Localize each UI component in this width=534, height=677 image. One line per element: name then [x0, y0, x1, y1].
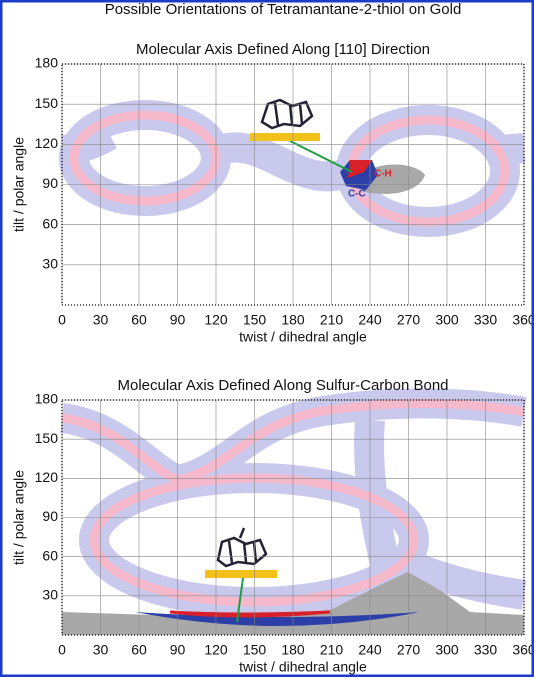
y-tick-label: 30	[42, 587, 58, 603]
y-tick-label: 60	[42, 547, 58, 563]
figure: Possible Orientations of Tetramantane-2-…	[0, 0, 534, 677]
x-tick-label: 60	[131, 642, 147, 658]
y-tick-label: 180	[35, 391, 59, 407]
x-tick-label: 60	[131, 312, 147, 328]
x-tick-label: 0	[58, 312, 66, 328]
x-tick-label: 330	[474, 312, 498, 328]
x-tick-label: 300	[435, 642, 459, 658]
x-axis-label: twist / dihedral angle	[239, 659, 367, 675]
x-axis-label: twist / dihedral angle	[239, 329, 367, 345]
y-tick-label: 60	[42, 215, 58, 231]
x-tick-label: 120	[204, 642, 228, 658]
x-tick-label: 90	[170, 642, 186, 658]
y-tick-label: 30	[42, 256, 58, 272]
x-tick-label: 150	[243, 642, 267, 658]
y-tick-label: 90	[42, 508, 58, 524]
x-tick-label: 150	[243, 312, 267, 328]
y-axis-label: tilt / polar angle	[11, 137, 27, 232]
x-tick-label: 270	[397, 312, 421, 328]
x-tick-label: 360	[512, 642, 534, 658]
y-tick-label: 120	[35, 469, 59, 485]
x-tick-label: 360	[512, 312, 534, 328]
x-tick-label: 330	[474, 642, 498, 658]
x-tick-label: 210	[320, 312, 344, 328]
x-tick-label: 0	[58, 642, 66, 658]
x-tick-label: 210	[320, 642, 344, 658]
gold-surface	[250, 133, 320, 141]
y-tick-label: 180	[35, 55, 59, 71]
y-tick-label: 90	[42, 175, 58, 191]
chart-title: Molecular Axis Defined Along [110] Direc…	[136, 41, 430, 58]
figure-title: Possible Orientations of Tetramantane-2-…	[105, 1, 462, 18]
annotation: C-H	[374, 169, 392, 180]
x-tick-label: 90	[170, 312, 186, 328]
x-tick-label: 120	[204, 312, 228, 328]
x-tick-label: 30	[93, 312, 109, 328]
x-tick-label: 30	[93, 642, 109, 658]
y-tick-label: 120	[35, 135, 59, 151]
y-tick-label: 150	[35, 430, 59, 446]
x-tick-label: 240	[358, 312, 382, 328]
x-tick-label: 300	[435, 312, 459, 328]
y-axis-label: tilt / polar angle	[11, 470, 27, 565]
chart-title: Molecular Axis Defined Along Sulfur-Carb…	[117, 377, 448, 394]
annotation: C-C	[348, 189, 366, 200]
x-tick-label: 240	[358, 642, 382, 658]
x-tick-label: 180	[281, 312, 305, 328]
y-tick-label: 150	[35, 95, 59, 111]
x-tick-label: 270	[397, 642, 421, 658]
x-tick-label: 180	[281, 642, 305, 658]
